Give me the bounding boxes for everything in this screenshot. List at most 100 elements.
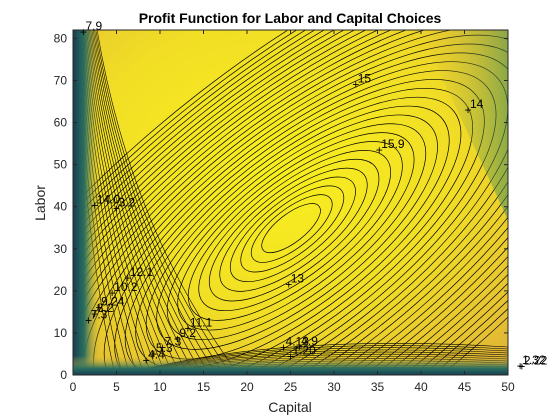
contour-label: 8.2: [97, 301, 114, 315]
x-tick-label: 35: [371, 380, 385, 394]
contour-label: 15.9: [381, 137, 405, 151]
contour-labels: +15+14+15.9+13+12.1+10.2+9.24+8.2+7.3+11…: [80, 19, 548, 373]
x-tick-label: 15: [197, 380, 211, 394]
x-tick-label: 50: [501, 380, 515, 394]
contour-level: [208, 158, 380, 302]
top-right-shading: [420, 30, 508, 220]
contour-label: 7.3: [165, 335, 182, 349]
x-tick-label: 20: [240, 380, 254, 394]
contour-label: 14.0: [97, 192, 121, 206]
y-tick-label: 10: [54, 326, 68, 340]
y-tick-label: 70: [54, 73, 68, 87]
y-tick-label: 20: [54, 284, 68, 298]
contour-label: 4.13: [286, 335, 310, 349]
contour-label-marker: +: [113, 201, 120, 215]
x-tick-label: 40: [414, 380, 428, 394]
contour-label: 14: [470, 97, 484, 111]
axes: 0 5 10 15 20 25 30 35 40 45 50 0 10 20 30 40 50 60 70 80: [54, 29, 515, 394]
surface-background: [73, 30, 508, 375]
contour-label: 5.3: [156, 341, 173, 355]
x-ticks: 0 5 10 15 20 25 30 35 40 45 50: [70, 30, 515, 394]
contour-label-marker: +: [150, 347, 157, 361]
contour-label-marker: +: [91, 198, 98, 212]
y-tick-label: 40: [54, 200, 68, 214]
chart-title: Profit Function for Labor and Capital Ch…: [139, 10, 442, 26]
y-tick-label: 30: [54, 242, 68, 256]
contour-level: [145, 105, 450, 360]
contour-level: [177, 132, 415, 331]
x-tick-label: 5: [113, 380, 120, 394]
contour-level: [261, 203, 321, 254]
contour-level-left-edge: [92, 30, 218, 375]
contour-label-marker: +: [296, 340, 303, 354]
contour-label-marker: +: [143, 353, 150, 367]
y-axis-label: Labor: [32, 185, 48, 221]
contour-label: 10.2: [114, 280, 138, 294]
contour-label-marker: +: [464, 103, 471, 117]
contour-level: [198, 150, 392, 312]
contour-level: [240, 185, 345, 273]
contour-label: 15: [358, 72, 372, 86]
contour-label: 13: [291, 272, 305, 286]
contour-label-marker: +: [518, 360, 525, 374]
contour-level: [187, 141, 403, 321]
contour-label-marker: +: [517, 359, 524, 373]
x-tick-label: 30: [327, 380, 341, 394]
contour-label: 2.22: [524, 354, 548, 368]
contour-label-marker: +: [85, 313, 92, 327]
contour-label-marker: +: [287, 349, 294, 363]
x-tick-label: 0: [70, 380, 77, 394]
contour-label: 1.32: [522, 353, 546, 367]
contour-level: [73, 43, 508, 375]
contour-label-marker: +: [280, 341, 287, 355]
y-tick-label: 60: [54, 116, 68, 130]
y-tick-label: 50: [54, 158, 68, 172]
contour-level-left-edge: [95, 30, 233, 375]
contour-label-marker: +: [96, 301, 103, 315]
contour-label-marker: +: [184, 322, 191, 336]
left-edge-shading: [73, 30, 101, 375]
contour-label-marker: +: [109, 286, 116, 300]
contour-label-marker: +: [124, 271, 131, 285]
contour-label: 7.9: [85, 19, 102, 33]
contour-label: 3.2: [119, 195, 136, 209]
contour-label-marker: +: [159, 341, 166, 355]
x-tick-label: 25: [284, 380, 298, 394]
contour-label: 4.9: [301, 334, 318, 348]
contour-label-marker: +: [91, 307, 98, 321]
contour-label: 7.3: [91, 307, 108, 321]
contour-label: 12.1: [130, 265, 154, 279]
contour-label-marker: +: [285, 278, 292, 292]
contour-level: [135, 96, 462, 370]
contour-level: [73, 34, 508, 375]
x-tick-label: 45: [458, 380, 472, 394]
contour-label: 11.1: [190, 316, 213, 330]
contour-label-marker: +: [174, 332, 181, 346]
contour-label-marker: +: [352, 78, 359, 92]
y-tick-label: 80: [54, 31, 68, 45]
y-tick-label: 0: [60, 368, 67, 382]
contour-label-marker: +: [80, 25, 87, 39]
contour-level: [250, 194, 333, 263]
bottom-edge-shading: [73, 356, 508, 375]
contour-label: 9.24: [101, 295, 125, 309]
contour-level: [166, 123, 427, 341]
contour-label: 4.4: [148, 347, 165, 361]
contour-label: 1.20: [293, 343, 317, 357]
contour-level-left-edge: [96, 30, 240, 375]
contour-level: [219, 167, 368, 292]
y-ticks: 0 10 20 30 40 50 60 70 80: [54, 31, 508, 382]
contour-label-marker: +: [376, 143, 383, 157]
x-tick-label: 10: [153, 380, 167, 394]
x-axis-label: Capital: [268, 399, 312, 415]
